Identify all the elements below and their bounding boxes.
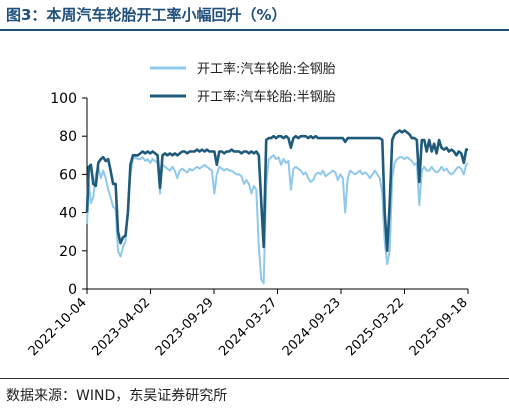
source-note: 数据来源：WIND，东吴证券研究所: [6, 388, 228, 404]
y-tick-label: 20: [59, 244, 77, 260]
y-tick-label: 40: [59, 206, 77, 222]
y-tick-label: 80: [59, 129, 77, 145]
y-tick-label: 0: [68, 282, 77, 298]
x-tick-label: 2022-10-04: [26, 295, 90, 359]
legend-label-semi-steel: 开工率:汽车轮胎:半钢胎: [197, 89, 336, 105]
footer-divider: [0, 378, 509, 379]
y-tick-label: 100: [50, 91, 77, 107]
x-tick-label: 2024-09-23: [280, 295, 344, 359]
title-divider: [0, 29, 509, 31]
x-tick-label: 2025-09-18: [407, 295, 471, 359]
x-tick-label: 2023-09-29: [153, 295, 217, 359]
legend: 开工率:汽车轮胎:全钢胎 开工率:汽车轮胎:半钢胎: [150, 61, 336, 105]
x-tick-label: 2023-04-02: [89, 295, 153, 359]
series-line-all-steel: [86, 154, 469, 285]
legend-label-all-steel: 开工率:汽车轮胎:全钢胎: [197, 61, 336, 77]
series-layer: [85, 129, 469, 285]
x-tick-label: 2025-03-22: [343, 295, 407, 359]
figure-title: 图3：本周汽车轮胎开工率小幅回升（%）: [6, 6, 287, 24]
series-line-semi-steel: [85, 129, 468, 253]
x-tick-label: 2024-03-27: [216, 295, 280, 359]
chart-canvas: 开工率:汽车轮胎:全钢胎 开工率:汽车轮胎:半钢胎 0 20 40 60 80 100 20…: [26, 61, 471, 359]
y-tick-label: 60: [59, 167, 77, 183]
